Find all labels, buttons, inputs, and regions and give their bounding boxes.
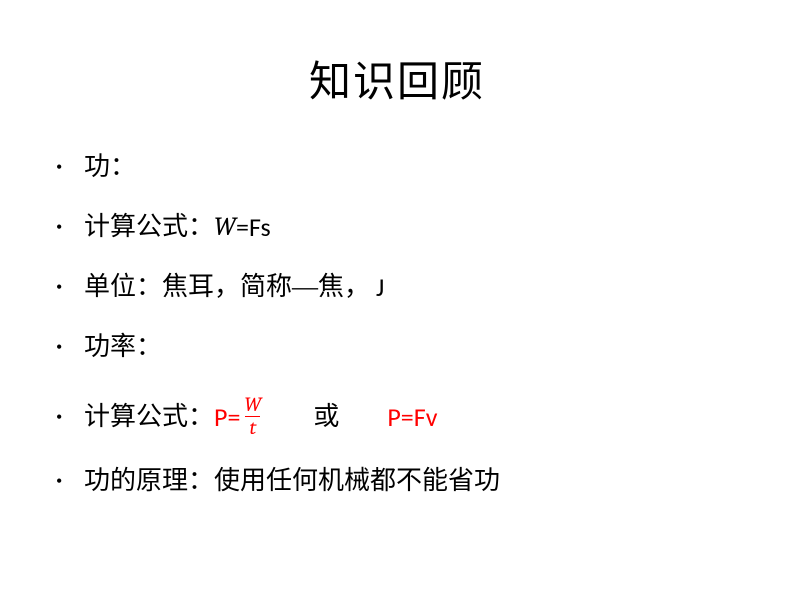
or-text: 或 bbox=[313, 404, 339, 430]
bullet-dot-icon: • bbox=[56, 408, 84, 426]
bullet-text: 功率： bbox=[84, 334, 162, 360]
bullet-dot-icon: • bbox=[56, 158, 84, 176]
bullet-prefix: 计算公式： bbox=[84, 404, 214, 430]
list-item: • 单位：焦耳，简称—焦， J bbox=[56, 271, 754, 303]
bullet-prefix: 计算公式： bbox=[84, 214, 214, 240]
list-item: • 计算公式： P= W t 或 P=Fv bbox=[56, 391, 754, 443]
formula-fraction: W t bbox=[242, 395, 263, 438]
bullet-text: 功： bbox=[84, 154, 136, 180]
formula-variable-w: W bbox=[214, 214, 236, 240]
list-item: • 功的原理：使用任何机械都不能省功 bbox=[56, 465, 754, 497]
fraction-denominator: t bbox=[245, 416, 260, 438]
bullet-list: • 功： • 计算公式： W =Fs • 单位：焦耳，简称—焦， J • 功率：… bbox=[0, 151, 794, 497]
slide: 知识回顾 • 功： • 计算公式： W =Fs • 单位：焦耳，简称—焦， J … bbox=[0, 0, 794, 596]
slide-title: 知识回顾 bbox=[0, 48, 794, 109]
bullet-dot-icon: • bbox=[56, 278, 84, 296]
formula-eq-fs: =Fs bbox=[236, 214, 271, 240]
bullet-dot-icon: • bbox=[56, 472, 84, 490]
fraction-numerator: W bbox=[242, 395, 263, 416]
list-item: • 功： bbox=[56, 151, 754, 183]
formula-p-fv: P=Fv bbox=[387, 404, 437, 430]
bullet-prefix: 单位：焦耳，简称—焦， bbox=[84, 274, 370, 300]
bullet-dot-icon: • bbox=[56, 218, 84, 236]
bullet-text: 功的原理：使用任何机械都不能省功 bbox=[84, 468, 500, 494]
formula-p-eq: P= bbox=[214, 404, 240, 430]
list-item: • 计算公式： W =Fs bbox=[56, 211, 754, 243]
list-item: • 功率： bbox=[56, 331, 754, 363]
bullet-dot-icon: • bbox=[56, 338, 84, 356]
unit-symbol: J bbox=[376, 274, 384, 300]
